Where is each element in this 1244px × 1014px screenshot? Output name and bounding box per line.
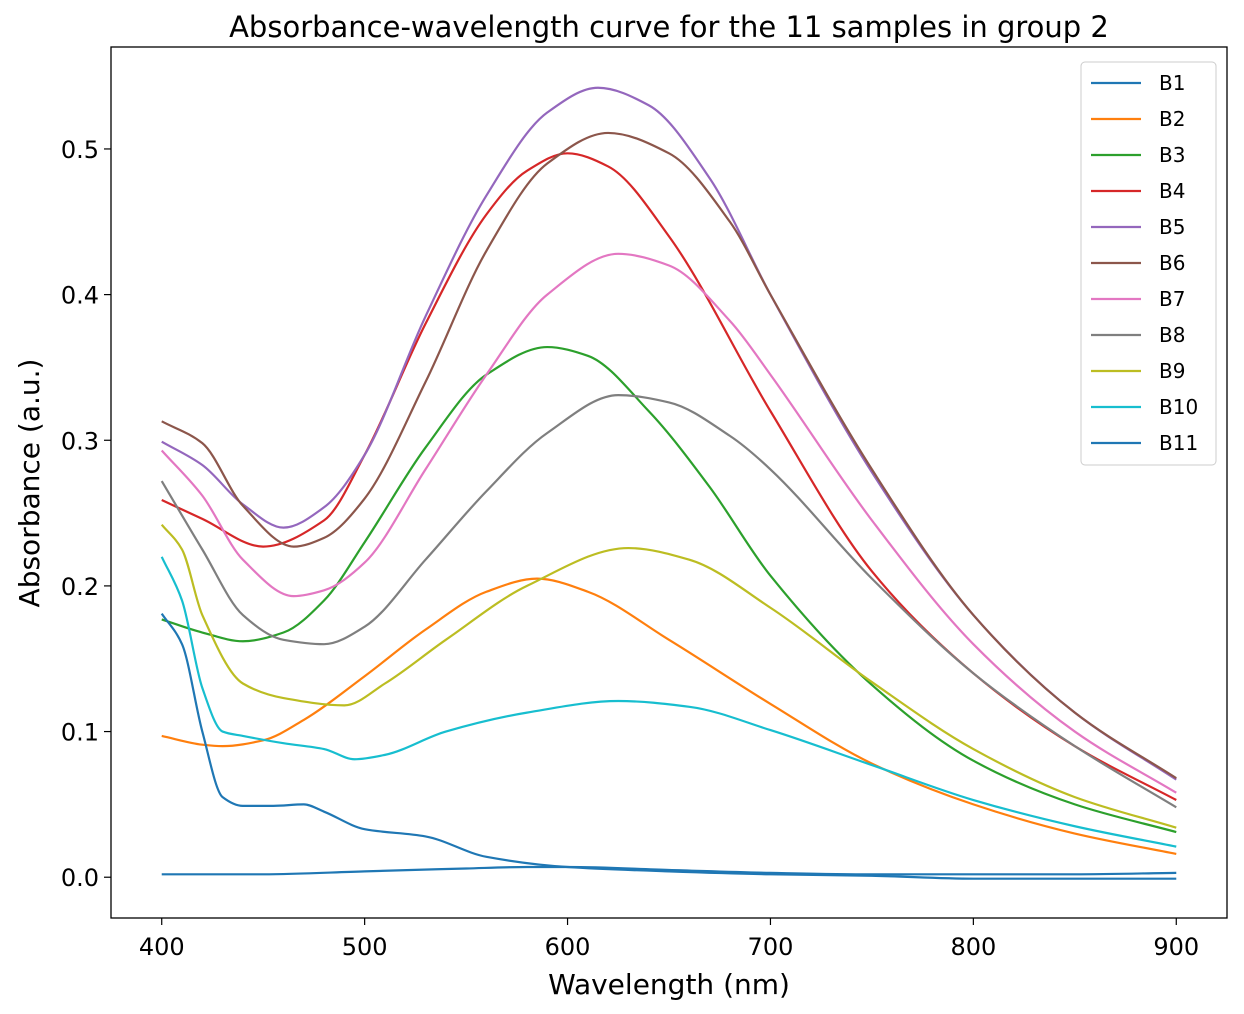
x-tick-label: 800 [950, 933, 996, 961]
legend-label: B2 [1159, 107, 1185, 131]
x-tick-label: 900 [1153, 933, 1199, 961]
series-line-b10 [160, 556, 1177, 848]
series-line-b6 [161, 131, 1177, 780]
series-layer [160, 86, 1177, 880]
y-tick-label: 0.5 [61, 136, 99, 164]
legend-label: B7 [1159, 287, 1185, 311]
series-line-b7 [160, 252, 1177, 794]
legend-label: B6 [1159, 251, 1185, 275]
series-line-b3 [161, 345, 1177, 834]
series-line-b2 [161, 577, 1177, 855]
x-tick-label: 400 [139, 933, 185, 961]
legend-label: B5 [1159, 215, 1185, 239]
x-tick-label: 600 [545, 933, 591, 961]
y-tick-label: 0.0 [61, 864, 99, 892]
legend-label: B3 [1159, 143, 1185, 167]
legend-label: B10 [1159, 395, 1198, 419]
legend-label: B11 [1159, 431, 1198, 455]
plot-frame [110, 46, 1228, 919]
y-tick-label: 0.1 [61, 719, 99, 747]
legend-label: B1 [1159, 71, 1185, 95]
y-axis-label: Absorbance (a.u.) [13, 359, 46, 608]
x-tick-label: 500 [342, 933, 388, 961]
legend: B1 B2 B3 B4 B5 B6 B7 B8 B9 B10 B11 [1080, 61, 1217, 466]
y-tick-label: 0.3 [61, 427, 99, 455]
series-line-b8 [160, 394, 1177, 809]
legend-label: B9 [1159, 359, 1185, 383]
x-tick-label: 700 [748, 933, 794, 961]
y-tick-label: 0.2 [61, 573, 99, 601]
y-tick-label: 0.4 [61, 282, 99, 310]
legend-label: B4 [1159, 179, 1185, 203]
series-line-b11 [160, 612, 1177, 880]
series-line-b9 [160, 524, 1177, 829]
chart-title: Absorbance-wavelength curve for the 11 s… [229, 10, 1109, 44]
x-axis: 400 500 600 700 800 900 [139, 918, 1199, 961]
series-line-b1 [161, 865, 1177, 876]
y-axis: 0.0 0.1 0.2 0.3 0.4 0.5 [61, 136, 111, 892]
legend-label: B8 [1159, 323, 1185, 347]
x-axis-label: Wavelength (nm) [548, 968, 790, 1001]
legend-frame [1080, 61, 1217, 466]
